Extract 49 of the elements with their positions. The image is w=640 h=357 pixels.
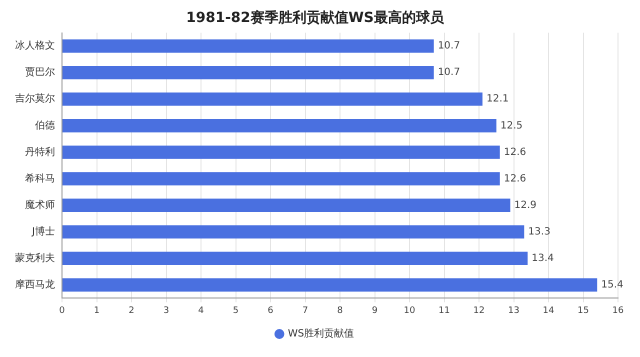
chart-title: 1981-82赛季胜利贡献值WS最高的球员: [186, 9, 445, 26]
data-label: 12.6: [504, 173, 526, 184]
bar: [62, 92, 482, 106]
bar: [62, 225, 524, 238]
x-tick-label: 14: [542, 306, 554, 316]
bar: [62, 119, 496, 132]
bar: [62, 39, 434, 53]
x-tick-label: 12: [473, 306, 485, 316]
bar: [62, 146, 500, 159]
y-tick-label: 魔术师: [25, 198, 55, 211]
x-tick-label: 13: [508, 306, 520, 316]
x-tick-label: 8: [337, 306, 344, 316]
x-tick-label: 0: [59, 306, 66, 316]
y-tick-label: 丹特利: [25, 146, 55, 158]
x-tick-label: 15: [578, 306, 589, 316]
bar: [62, 66, 434, 80]
x-tick-label: 16: [612, 306, 624, 316]
x-tick-label: 7: [302, 306, 308, 316]
x-tick-label: 5: [232, 306, 239, 316]
bar: [62, 278, 598, 292]
data-label: 12.6: [504, 146, 526, 158]
legend-label: WS胜利贡献值: [288, 328, 354, 340]
x-tick-label: 2: [128, 306, 134, 316]
bar: [62, 252, 528, 266]
bar: [62, 198, 510, 212]
y-tick-label: 蒙克利夫: [15, 252, 55, 264]
y-tick-label: 伯德: [35, 119, 55, 132]
x-tick-label: 6: [268, 306, 274, 316]
data-label: 12.1: [486, 94, 509, 105]
x-tick-label: 10: [404, 306, 416, 316]
y-tick-label: J博士: [31, 225, 55, 238]
y-tick-label: 吉尔莫尔: [15, 92, 55, 105]
x-tick-label: 11: [438, 306, 450, 316]
y-tick-label: 希科马: [25, 172, 55, 184]
bar: [62, 172, 500, 186]
y-tick-label: 冰人格文: [15, 40, 55, 52]
data-label: 13.3: [528, 226, 550, 238]
x-tick-label: 3: [163, 306, 170, 316]
y-tick-label: 贾巴尔: [25, 66, 55, 78]
x-tick-label: 4: [198, 306, 204, 316]
y-tick-label: 摩西马龙: [15, 278, 55, 291]
data-label: 13.4: [532, 252, 554, 264]
x-tick-label: 9: [372, 306, 378, 316]
data-label: 15.4: [601, 280, 624, 291]
data-label: 12.9: [514, 200, 537, 211]
x-tick-label: 1: [94, 306, 100, 316]
data-label: 10.7: [438, 40, 460, 52]
data-label: 12.5: [500, 120, 523, 132]
data-label: 10.7: [438, 67, 460, 78]
